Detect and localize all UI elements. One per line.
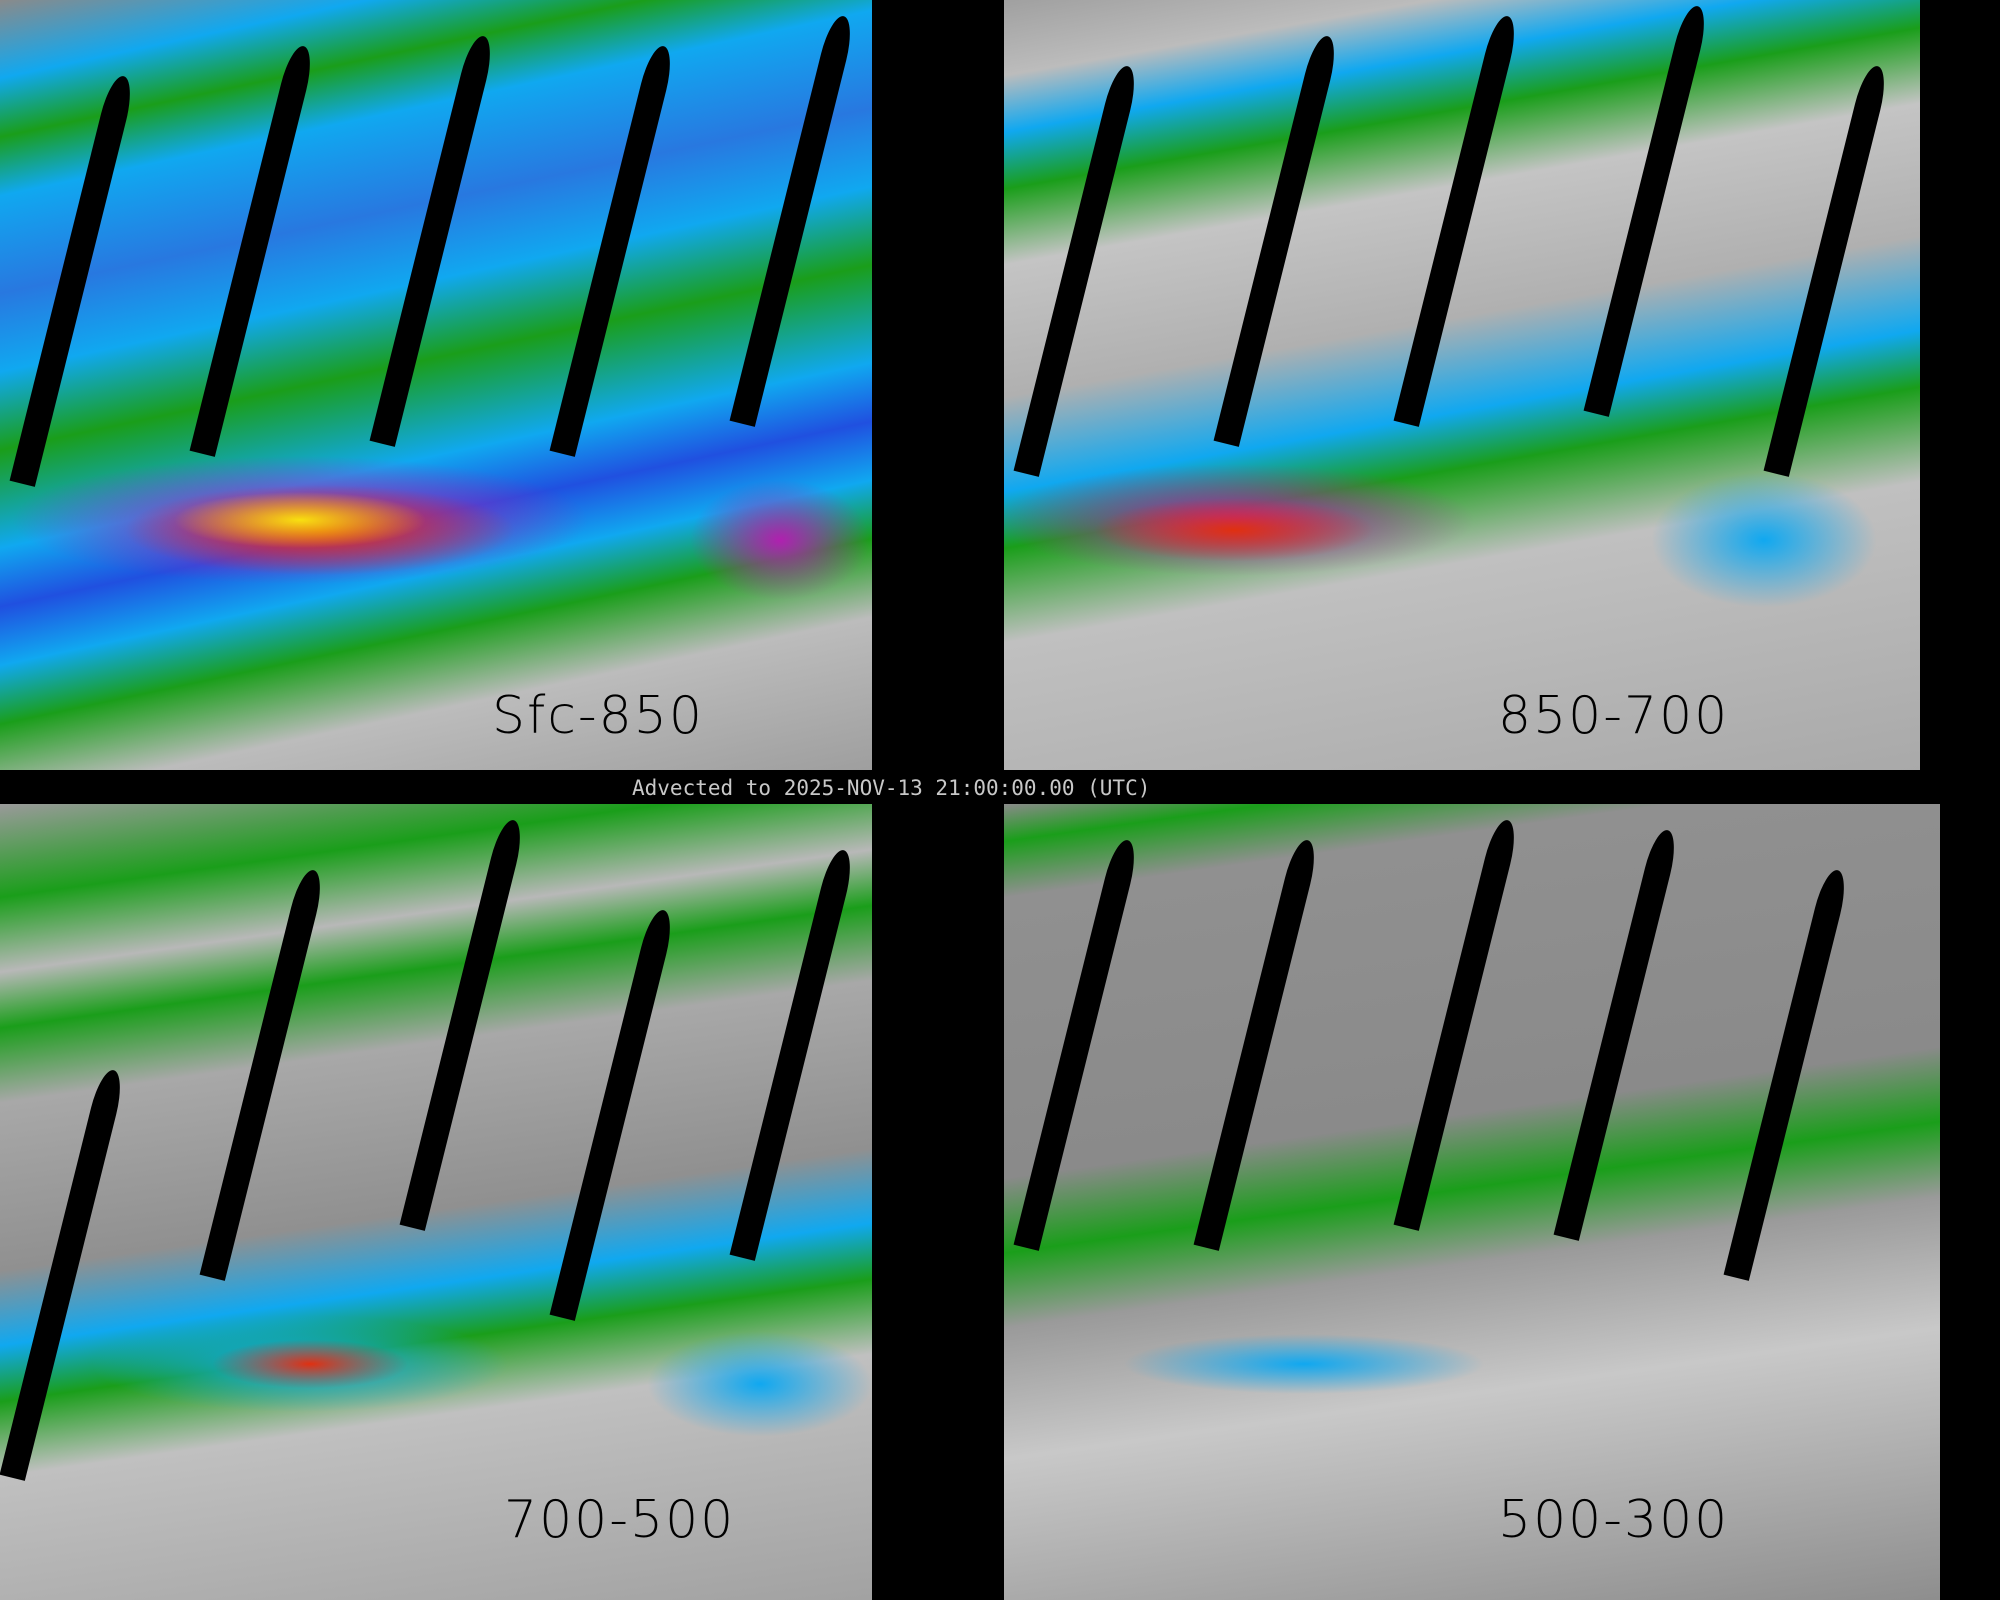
layer-label: 500-300: [1498, 1490, 1730, 1550]
panel-500-300: 500-300: [1004, 804, 2000, 1600]
moisture-field: [1004, 804, 2000, 1600]
advection-time-banner: Advected to 2025-NOV-13 21:00:00.00 (UTC…: [620, 770, 1840, 804]
panel-700-500: 700-500: [0, 804, 982, 1600]
nodata-edge: [1940, 804, 2000, 1600]
nodata-edge: [872, 804, 982, 1600]
panel-sfc-850: Sfc-850: [0, 0, 982, 770]
layer-label: 700-500: [504, 1490, 736, 1550]
moisture-field: [1004, 0, 2000, 770]
advection-time-text: Advected to 2025-NOV-13 21:00:00.00 (UTC…: [632, 776, 1151, 800]
nodata-edge: [872, 0, 982, 770]
panel-850-700: 850-700: [1004, 0, 2000, 770]
nodata-edge: [1920, 0, 2000, 770]
layer-label: Sfc-850: [492, 686, 704, 746]
moisture-field: [0, 0, 982, 770]
layer-label: 850-700: [1498, 686, 1730, 746]
